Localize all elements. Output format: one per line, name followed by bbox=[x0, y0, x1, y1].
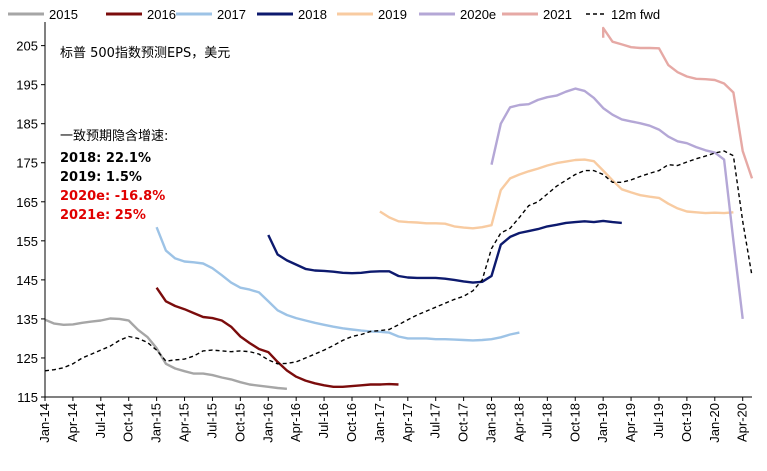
x-tick-label: Oct-18 bbox=[567, 403, 582, 442]
series-line-12m-fwd bbox=[44, 150, 753, 372]
y-tick-label: 135 bbox=[16, 312, 38, 327]
series-line-2017 bbox=[155, 226, 520, 342]
x-tick-label: Oct-19 bbox=[679, 403, 694, 442]
chart-legend: 2015 2016 2017 2018 2019 2020e 2021 12m fwd bbox=[8, 7, 660, 22]
y-tick-label: 145 bbox=[16, 273, 38, 288]
y-tick-label: 115 bbox=[17, 390, 38, 405]
legend-label: 2020e bbox=[460, 7, 496, 22]
legend-label: 2019 bbox=[378, 7, 407, 22]
y-tick-label: 205 bbox=[16, 39, 38, 54]
x-tick-label: Jan-18 bbox=[484, 403, 499, 443]
x-tick-label: Oct-17 bbox=[456, 403, 471, 442]
x-tick-label: Jul-19 bbox=[651, 403, 666, 438]
series-line-2015 bbox=[44, 317, 288, 390]
implied-growth-title: 一致预期隐含增速: bbox=[60, 128, 168, 144]
series-line-2016 bbox=[155, 287, 399, 388]
x-tick-label: Oct-15 bbox=[232, 403, 247, 442]
series-line-2019 bbox=[379, 158, 734, 230]
legend-label: 2021 bbox=[543, 7, 572, 22]
y-tick-label: 155 bbox=[16, 234, 38, 249]
x-tick-label: Jan-14 bbox=[37, 403, 52, 443]
implied-growth-line: 2019: 1.5% bbox=[60, 170, 142, 185]
x-tick-label: Jul-14 bbox=[93, 403, 108, 438]
series-line-2021 bbox=[602, 26, 754, 179]
implied-growth-line: 2021e: 25% bbox=[60, 208, 146, 223]
x-tick-label: Apr-14 bbox=[65, 403, 80, 442]
y-tick-label: 185 bbox=[16, 117, 38, 132]
series-line-2020e bbox=[490, 87, 744, 320]
x-tick-label: Apr-17 bbox=[400, 403, 415, 442]
series-line-2018 bbox=[267, 219, 622, 284]
legend-label: 2018 bbox=[298, 7, 327, 22]
x-tick-label: Jan-20 bbox=[707, 403, 722, 443]
y-tick-label: 195 bbox=[16, 78, 38, 93]
x-tick-label: Jul-15 bbox=[204, 403, 219, 438]
x-tick-label: Oct-16 bbox=[344, 403, 359, 442]
legend-label: 2017 bbox=[217, 7, 246, 22]
legend-label: 2015 bbox=[49, 7, 78, 22]
implied-growth-line: 2020e: -16.8% bbox=[60, 189, 165, 204]
x-tick-label: Jan-19 bbox=[595, 403, 610, 443]
x-tick-label: Jul-17 bbox=[428, 403, 443, 438]
x-tick-label: Apr-20 bbox=[735, 403, 750, 442]
x-tick-label: Apr-18 bbox=[511, 403, 526, 442]
x-tick-label: Apr-16 bbox=[288, 403, 303, 442]
chart-annotations: 标普 500指数预测EPS，美元 一致预期隐含增速: 2018: 22.1% 20… bbox=[60, 46, 230, 223]
x-tick-label: Apr-19 bbox=[623, 403, 638, 442]
x-tick-label: Jan-15 bbox=[149, 403, 164, 443]
x-tick-label: Jul-16 bbox=[316, 403, 331, 438]
axes: 115 125 135 145 155 165 175 185 195 205 Jan-14 Apr-… bbox=[16, 22, 752, 443]
x-tick-label: Jan-16 bbox=[260, 403, 275, 443]
legend-label: 2016 bbox=[147, 7, 176, 22]
x-tick-label: Jan-17 bbox=[372, 403, 387, 443]
y-tick-label: 165 bbox=[16, 195, 38, 210]
legend-label: 12m fwd bbox=[611, 7, 660, 22]
x-tick-label: Jul-18 bbox=[539, 403, 554, 438]
implied-growth-line: 2018: 22.1% bbox=[60, 151, 151, 166]
chart-note: 标普 500指数预测EPS，美元 bbox=[60, 46, 230, 61]
y-tick-label: 175 bbox=[16, 156, 38, 171]
series-lines bbox=[44, 26, 754, 390]
x-tick-label: Oct-14 bbox=[121, 403, 136, 442]
x-tick-label: Apr-15 bbox=[177, 403, 192, 442]
y-tick-label: 125 bbox=[16, 351, 38, 366]
